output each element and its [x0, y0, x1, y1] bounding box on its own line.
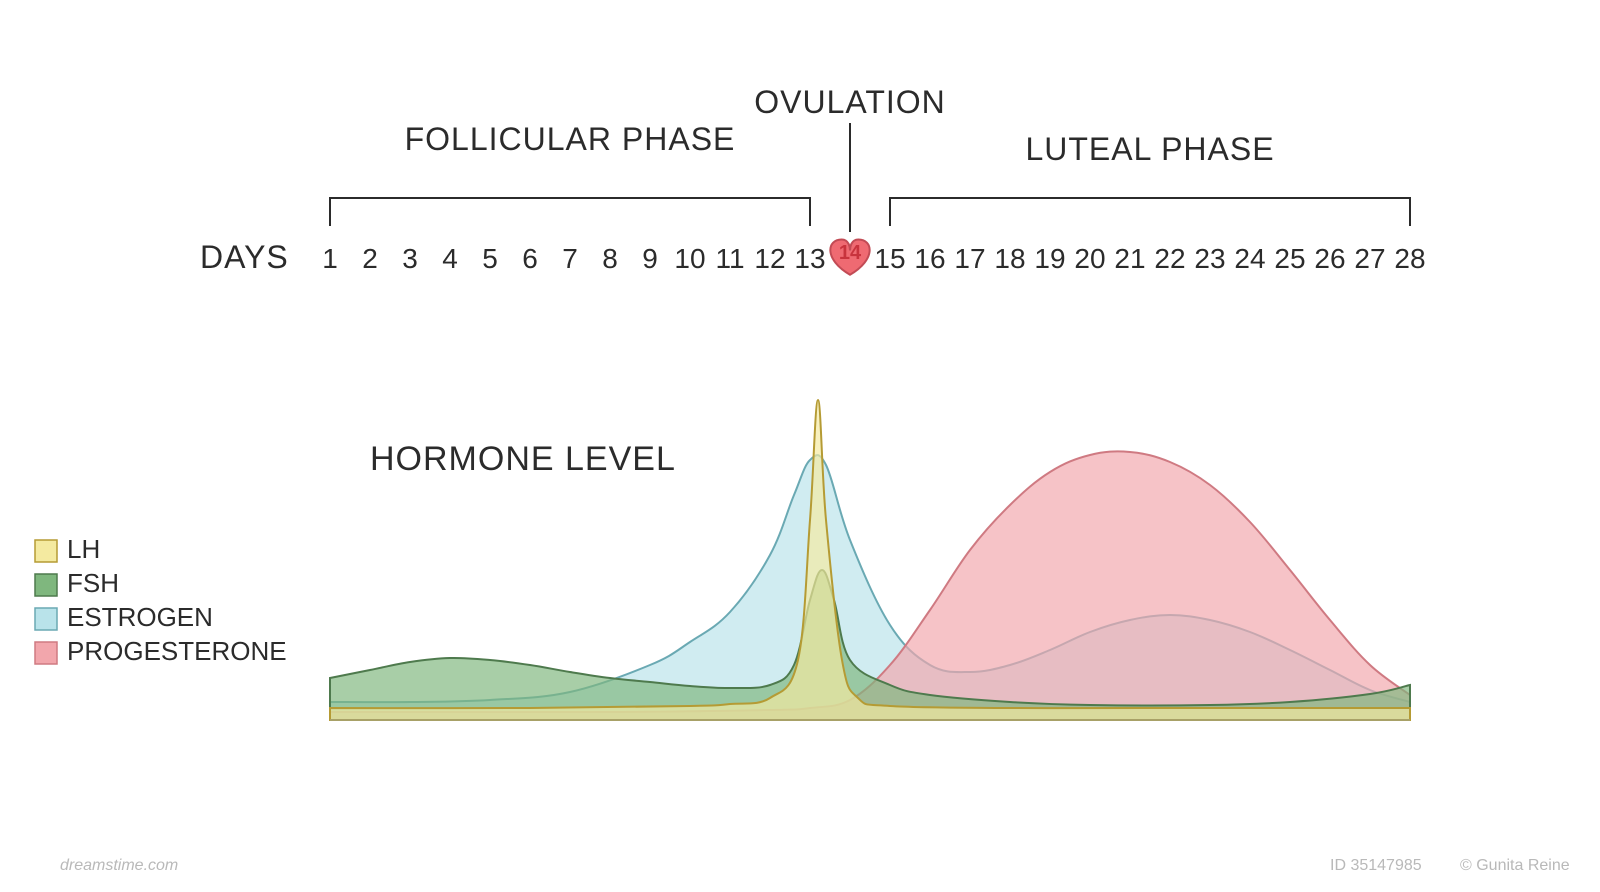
day-number: 20: [1074, 243, 1105, 274]
heart-day-label: 14: [839, 242, 862, 264]
day-number: 21: [1114, 243, 1145, 274]
days-axis-label: DAYS: [200, 239, 289, 275]
day-number: 18: [994, 243, 1025, 274]
chart-svg: FOLLICULAR PHASELUTEAL PHASEOVULATION14D…: [0, 0, 1600, 892]
day-number: 25: [1274, 243, 1305, 274]
legend-swatch-lh: [35, 540, 57, 562]
day-number: 8: [602, 243, 618, 274]
watermark-author: © Gunita Reine: [1460, 857, 1570, 874]
phase-bracket-luteal: [890, 198, 1410, 226]
day-number: 10: [674, 243, 705, 274]
day-number: 4: [442, 243, 458, 274]
day-number: 26: [1314, 243, 1345, 274]
day-number: 2: [362, 243, 378, 274]
day-number: 17: [954, 243, 985, 274]
phase-label-follicular: FOLLICULAR PHASE: [405, 121, 736, 157]
day-number: 11: [715, 243, 744, 274]
day-number: 16: [914, 243, 945, 274]
day-number: 7: [562, 243, 578, 274]
day-number: 23: [1194, 243, 1225, 274]
day-number: 27: [1354, 243, 1385, 274]
watermark-site: dreamstime.com: [60, 857, 178, 874]
day-number: 6: [522, 243, 538, 274]
day-number: 9: [642, 243, 658, 274]
legend-swatch-fsh: [35, 574, 57, 596]
phase-bracket-follicular: [330, 198, 810, 226]
legend-label-progesterone: PROGESTERONE: [67, 636, 287, 666]
legend-label-estrogen: ESTROGEN: [67, 602, 213, 632]
hormone-level-title: HORMONE LEVEL: [370, 440, 676, 478]
legend-swatch-estrogen: [35, 608, 57, 630]
hormone-cycle-chart: FOLLICULAR PHASELUTEAL PHASEOVULATION14D…: [0, 0, 1600, 892]
day-number: 12: [754, 243, 785, 274]
legend-swatch-progesterone: [35, 642, 57, 664]
day-number: 24: [1234, 243, 1265, 274]
day-number: 3: [402, 243, 418, 274]
day-number: 1: [322, 243, 338, 274]
day-number: 13: [794, 243, 825, 274]
watermark-id: ID 35147985: [1330, 857, 1422, 874]
day-number: 5: [482, 243, 498, 274]
legend-label-fsh: FSH: [67, 568, 119, 598]
day-number: 22: [1154, 243, 1185, 274]
day-number: 28: [1394, 243, 1425, 274]
phase-label-luteal: LUTEAL PHASE: [1025, 131, 1274, 167]
day-number: 15: [874, 243, 905, 274]
day-number: 19: [1034, 243, 1065, 274]
legend-label-lh: LH: [67, 534, 100, 564]
phase-label-ovulation: OVULATION: [754, 84, 946, 120]
